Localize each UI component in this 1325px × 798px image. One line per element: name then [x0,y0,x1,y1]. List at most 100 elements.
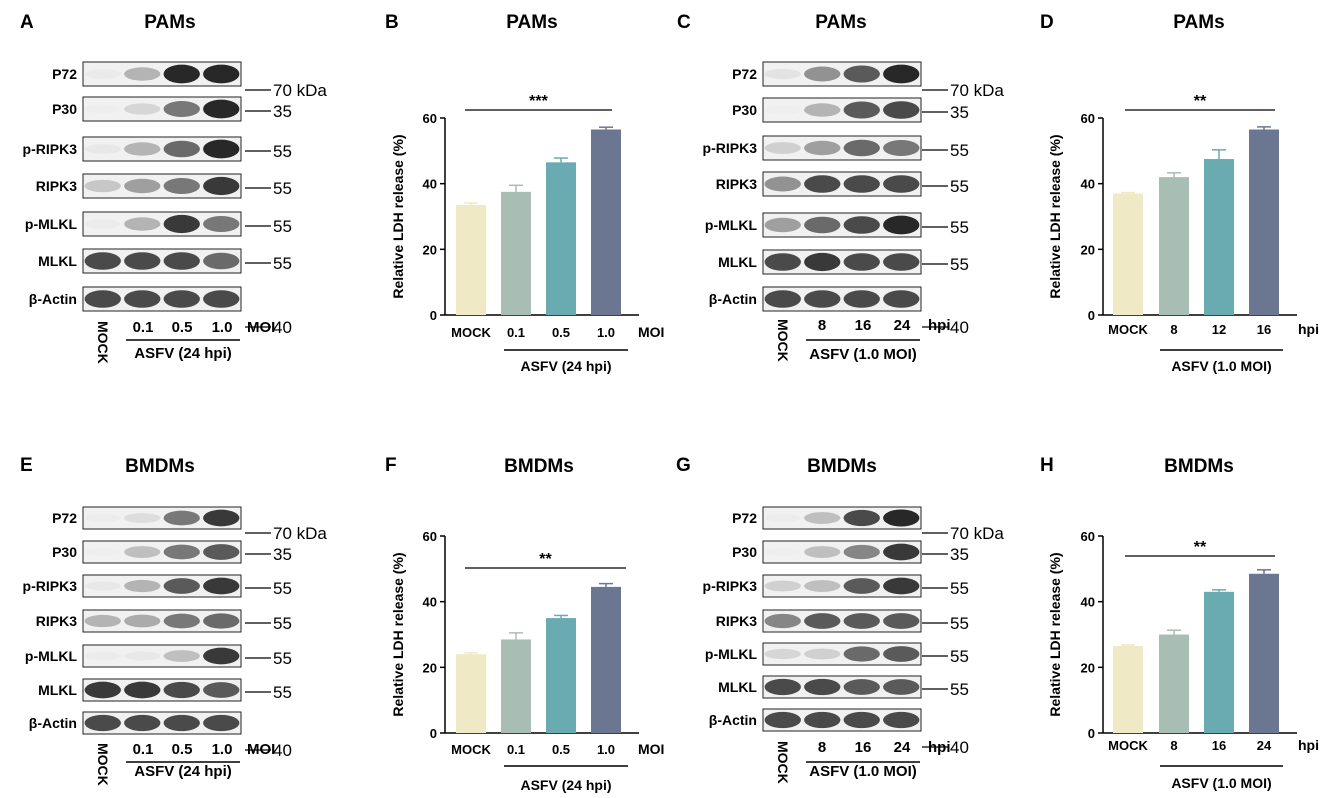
group-label: ASFV (24 hpi) [520,777,611,793]
group-label: ASFV (1.0 MOI) [809,763,917,780]
blot-band [84,219,121,229]
lane-label: 0.5 [172,319,193,336]
protein-label: RIPK3 [36,178,77,194]
blot-strip [82,609,242,633]
panel-title: PAMs [144,12,195,33]
x-tick-label: 16 [1257,322,1271,337]
lane-label: MOCK [95,743,111,786]
marker-label: 55 [950,579,969,598]
blot-band [84,547,121,557]
blot-band [883,215,920,235]
blot-band [124,217,161,231]
panel-letter: D [1040,12,1054,33]
panel-letter: B [385,12,399,33]
blot-row: P72 70 kDa [52,506,327,543]
marker-label: 40 [950,738,969,757]
blot-strip [762,506,922,530]
marker-label: 55 [273,217,292,236]
x-tick-label: 8 [1170,738,1177,753]
marker-label: 35 [273,102,292,121]
blot-row: β-Actin 40 [29,286,292,337]
blot-band [203,509,240,527]
protein-label: P72 [52,66,77,82]
chart-title: PAMs [506,12,557,33]
x-tick-label: 24 [1257,738,1272,753]
blot-band [843,139,880,157]
blot-band [804,711,841,729]
blot-band [203,544,240,560]
chart-panel-h: H BMDMs 0 20 40 60 Relative LDH release (%) MOC… [1040,455,1319,791]
x-tick-label: MOCK [451,742,491,757]
blot-band [124,546,161,558]
blot-band [804,613,841,629]
blot-band [883,253,920,271]
panel-letter: F [385,455,397,476]
blot-band [764,678,801,696]
blot-band [124,142,161,156]
blot-row: P72 70 kDa [52,61,327,100]
marker-label: 55 [273,683,292,702]
marker-label: 55 [273,614,292,633]
blot-band [203,64,240,84]
y-axis-label: Relative LDH release (%) [1047,552,1063,716]
blot-strip [762,675,922,699]
y-tick-label: 60 [423,529,437,544]
x-tick-label: MOCK [1108,322,1148,337]
y-tick-label: 0 [1088,308,1095,323]
group-label: ASFV (1.0 MOI) [809,346,917,363]
blot-band [804,103,841,117]
blot-strip [82,711,242,735]
blot-band [843,65,880,83]
blot-row: p-MLKL 55 [705,642,969,666]
blot-strip [762,642,922,666]
panel-title: BMDMs [807,456,877,477]
blot-band [804,140,841,156]
blot-band [764,547,801,557]
blot-strip [82,574,242,598]
y-tick-label: 40 [1081,177,1095,192]
marker-label: 55 [273,649,292,668]
blot-band [883,679,920,695]
blot-row: P30 35 [52,540,292,564]
blot-band [203,613,240,629]
blot-band [764,217,801,233]
marker-label: 70 kDa [950,524,1004,543]
blot-band [203,215,240,233]
protein-label: P72 [732,510,757,526]
bar [1204,591,1234,733]
bar [1249,573,1279,733]
blot-band [883,509,920,527]
blot-row: p-MLKL 55 [25,644,292,668]
lane-label: 8 [818,317,826,334]
blot-band [843,253,880,271]
blot-band [883,101,920,119]
blot-band [883,139,920,157]
blot-band [883,711,920,729]
blot-band [163,252,200,270]
blot-row: p-MLKL 55 [25,211,292,237]
lane-label: 24 [894,317,911,334]
marker-label: 35 [950,545,969,564]
blot-row: P30 35 [732,540,969,564]
marker-label: 55 [273,254,292,273]
lane-label: MOCK [95,321,111,364]
blot-band [203,682,240,698]
blot-band [163,714,200,732]
panel-title: PAMs [815,12,866,33]
blot-band [163,214,200,234]
protein-label: RIPK3 [36,613,77,629]
y-tick-label: 0 [1088,726,1095,741]
y-tick-label: 40 [1081,595,1095,610]
blot-row: P72 70 kDa [732,506,1004,543]
marker-label: 55 [273,179,292,198]
panel-letter: C [677,12,691,33]
blot-band [764,580,801,592]
blot-band [203,577,240,595]
y-tick-label: 20 [1081,660,1095,675]
x-tick-label: 1.0 [597,325,615,340]
blot-band [764,648,801,660]
lane-label: 1.0 [212,741,233,758]
bar [546,162,576,315]
bar [501,191,531,315]
protein-label: β-Actin [709,712,757,728]
